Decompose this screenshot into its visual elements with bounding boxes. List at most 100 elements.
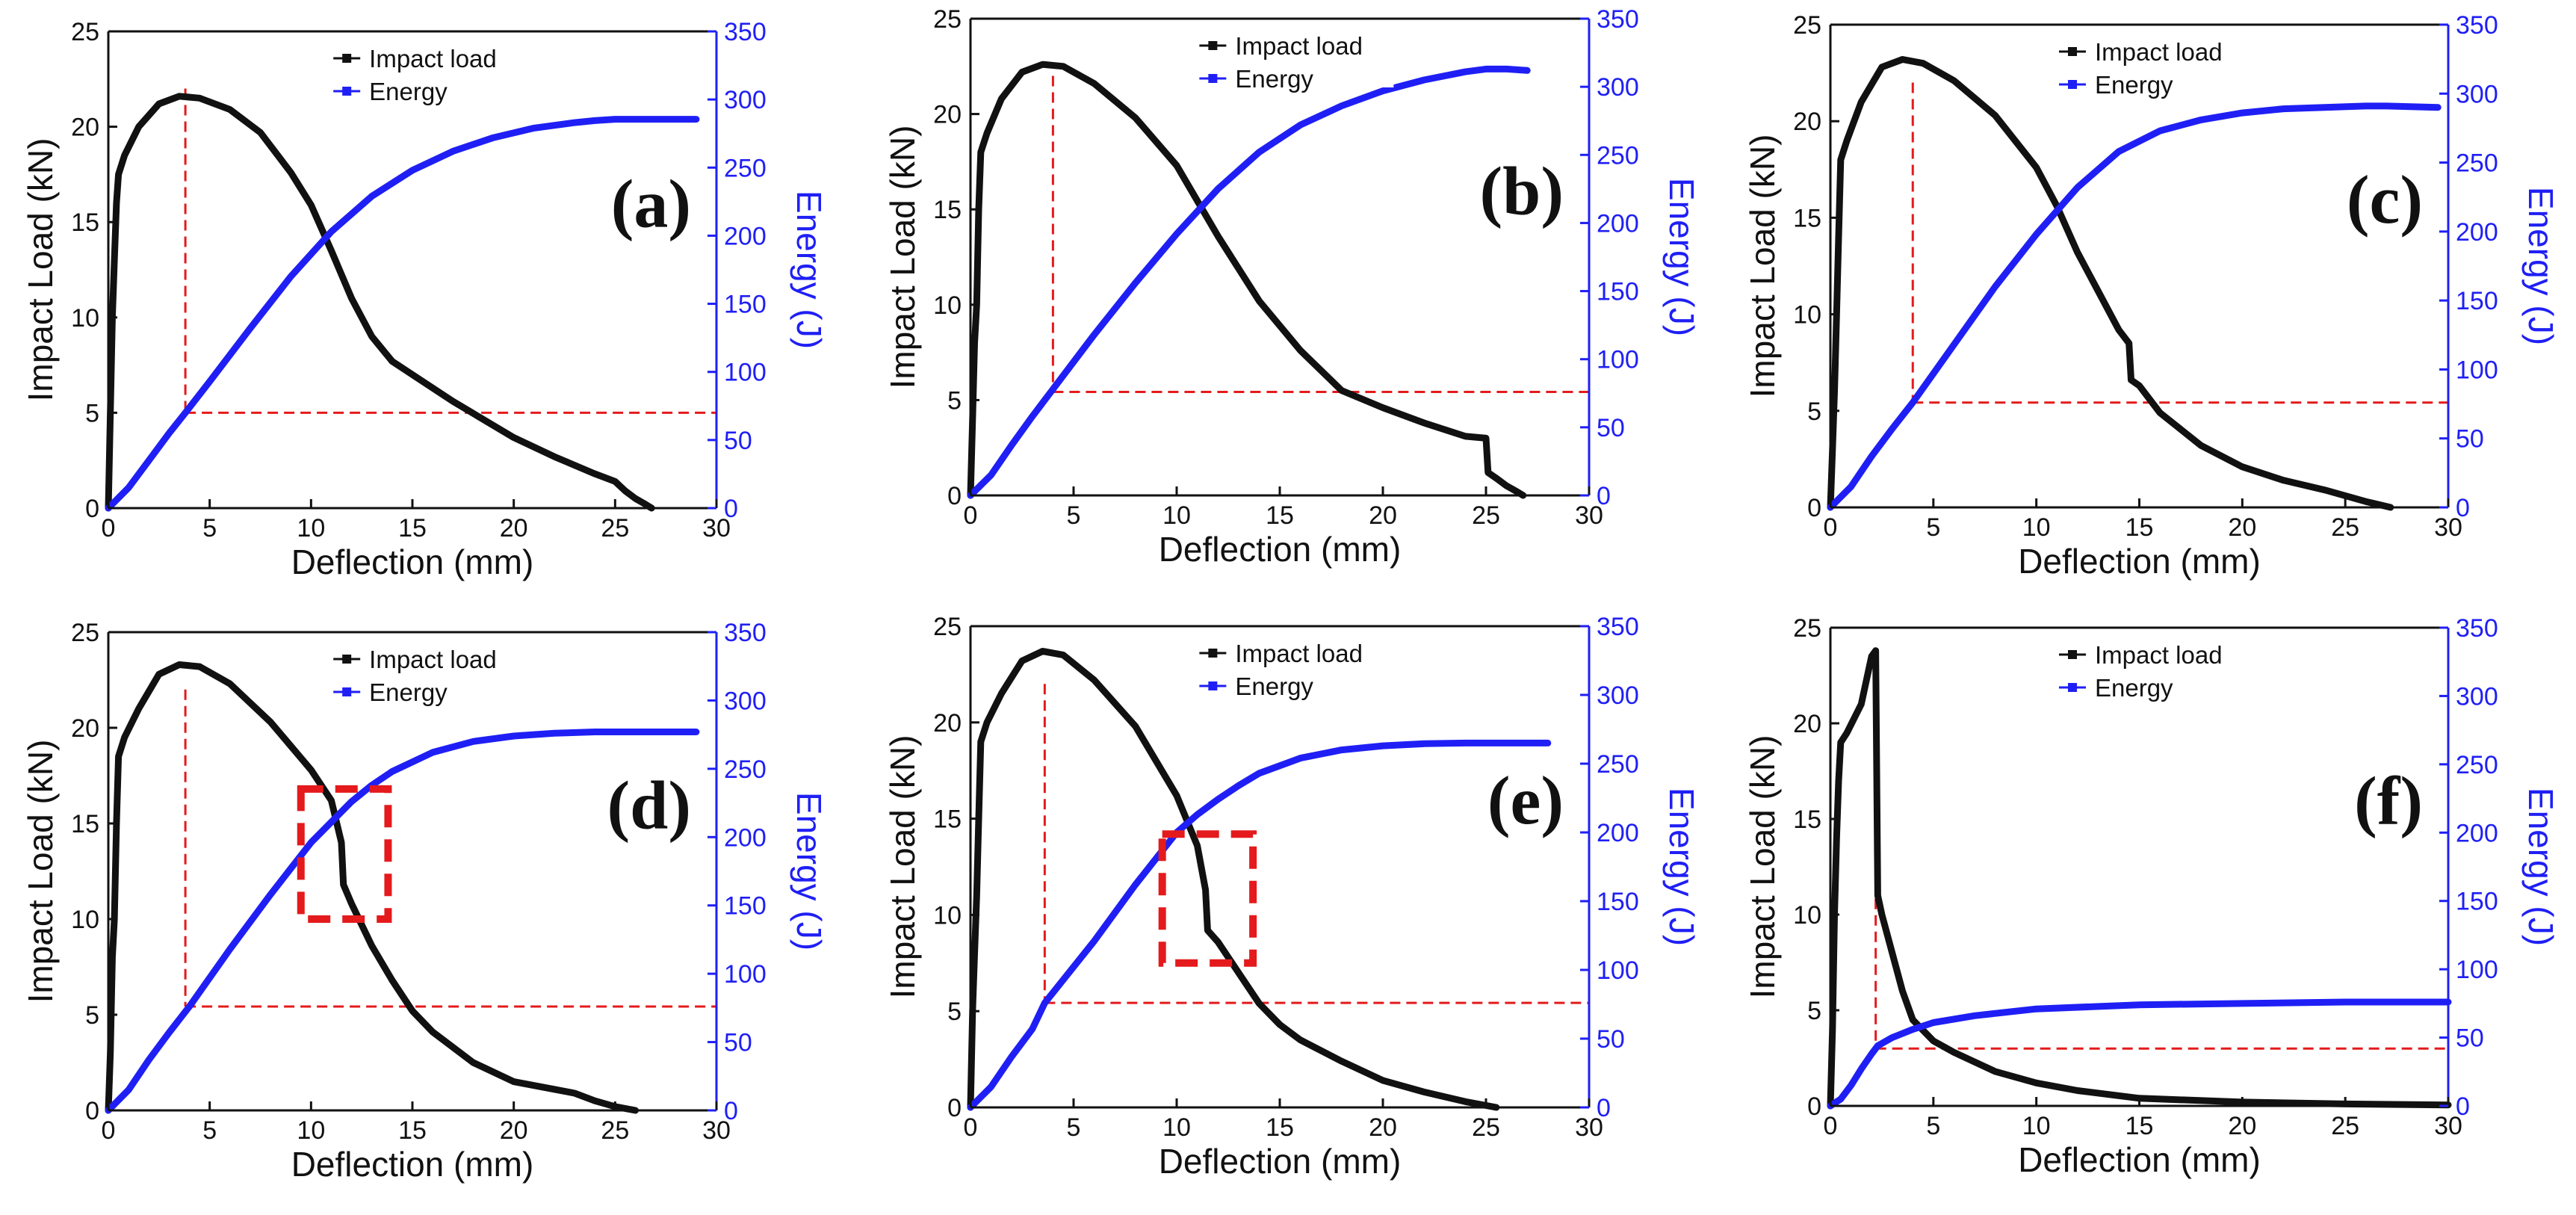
highlight-box bbox=[297, 785, 392, 924]
y-tick-label: 0 bbox=[947, 482, 962, 510]
legend-entry: Energy bbox=[1235, 65, 1313, 93]
y2-tick-label: 300 bbox=[2456, 80, 2498, 108]
y2-tick-label: 300 bbox=[1597, 681, 1639, 710]
panel-c: 0 5 10 15 20 25 300510152025050100150200250300… bbox=[1743, 11, 2560, 581]
x-tick-label: 20 bbox=[500, 514, 528, 542]
y2-tick-label: 50 bbox=[724, 427, 752, 455]
panel-label: (e) bbox=[1487, 762, 1564, 838]
impact-load-series bbox=[967, 61, 1527, 499]
y-tick-label: 25 bbox=[1793, 614, 1821, 643]
x-tick-label: 15 bbox=[1266, 501, 1294, 530]
y-tick-label: 5 bbox=[947, 386, 962, 415]
legend-swatch-marker bbox=[1208, 649, 1218, 658]
x-tick-label: 10 bbox=[297, 1116, 325, 1145]
x-tick-label: 0 bbox=[102, 1116, 116, 1145]
y2-axis-label: Energy (J) bbox=[790, 191, 829, 349]
y-tick-label: 0 bbox=[85, 495, 99, 523]
x-tick-label: 5 bbox=[202, 514, 217, 542]
x-tick-label: 5 bbox=[1067, 501, 1081, 530]
y-axis-label: Impact Load (kN) bbox=[21, 138, 60, 402]
impact-load-series bbox=[967, 648, 1500, 1111]
legend-swatch-marker bbox=[342, 655, 352, 664]
panel-label: (d) bbox=[607, 767, 691, 843]
legend-background bbox=[1192, 631, 1394, 695]
x-tick-label: 15 bbox=[2125, 513, 2154, 542]
x-tick-label: 20 bbox=[500, 1116, 528, 1145]
legend-entry: Impact load bbox=[2095, 641, 2223, 669]
y2-tick-label: 350 bbox=[724, 18, 767, 46]
panel-d: 0 5 10 15 20 25 300510152025050100150200250300… bbox=[21, 619, 829, 1184]
legend-background bbox=[2051, 29, 2253, 93]
energy-series bbox=[967, 739, 1552, 1111]
x-tick-label: 20 bbox=[1369, 1113, 1397, 1142]
x-axis-label: Deflection (mm) bbox=[2018, 542, 2261, 581]
y-axis-label: Impact Load (kN) bbox=[883, 126, 922, 389]
y-tick-label: 15 bbox=[71, 208, 99, 237]
y2-tick-label: 200 bbox=[724, 222, 767, 250]
x-tick-label: 20 bbox=[2228, 513, 2256, 542]
y2-tick-label: 250 bbox=[1597, 141, 1639, 170]
legend-swatch-marker bbox=[2067, 683, 2077, 692]
y-axis-label: Impact Load (kN) bbox=[1743, 735, 1782, 999]
legend-swatch-marker bbox=[1208, 41, 1218, 50]
energy-series bbox=[105, 116, 700, 512]
x-tick-label: 30 bbox=[702, 1116, 731, 1145]
impact-load-series bbox=[1827, 56, 2394, 511]
panel-label: (c) bbox=[2347, 161, 2423, 238]
legend-swatch-marker bbox=[2067, 47, 2077, 56]
legend-background bbox=[326, 36, 528, 100]
x-tick-label: 30 bbox=[702, 514, 731, 542]
legend-swatch-marker bbox=[342, 687, 352, 696]
legend-entry: Impact load bbox=[2095, 38, 2223, 66]
legend: Impact load Energy bbox=[1192, 23, 1394, 93]
x-tick-label: 25 bbox=[1472, 501, 1500, 530]
y2-tick-label: 100 bbox=[1597, 956, 1639, 985]
y2-tick-label: 50 bbox=[2456, 425, 2484, 454]
x-tick-label: 25 bbox=[601, 1116, 629, 1145]
legend-background bbox=[326, 637, 528, 701]
y-tick-label: 5 bbox=[85, 399, 99, 427]
y2-tick-label: 0 bbox=[724, 1097, 738, 1125]
y2-tick-label: 350 bbox=[724, 619, 767, 647]
y-tick-label: 20 bbox=[933, 101, 962, 129]
y2-tick-label: 300 bbox=[1597, 73, 1639, 102]
y-tick-label: 10 bbox=[933, 291, 962, 320]
x-tick-label: 10 bbox=[2022, 1112, 2051, 1140]
legend-entry: Impact load bbox=[1235, 32, 1363, 60]
y-tick-label: 20 bbox=[71, 714, 99, 743]
y2-axis-label: Energy (J) bbox=[790, 792, 829, 950]
x-axis-label: Deflection (mm) bbox=[1159, 1142, 1402, 1181]
x-tick-label: 25 bbox=[2331, 1112, 2359, 1140]
x-tick-label: 30 bbox=[1575, 501, 1603, 530]
y2-tick-label: 150 bbox=[724, 291, 767, 319]
x-tick-label: 15 bbox=[2125, 1112, 2154, 1140]
y2-tick-label: 0 bbox=[2456, 1092, 2470, 1121]
y-tick-label: 0 bbox=[85, 1097, 99, 1125]
x-tick-label: 0 bbox=[102, 514, 116, 542]
y-tick-label: 0 bbox=[1807, 494, 1821, 522]
panel-label: (a) bbox=[611, 166, 691, 242]
y2-tick-label: 150 bbox=[1597, 888, 1639, 916]
x-tick-label: 0 bbox=[964, 501, 978, 530]
y2-tick-label: 350 bbox=[2456, 614, 2498, 643]
legend-swatch-marker bbox=[2067, 80, 2077, 89]
x-tick-label: 5 bbox=[1926, 1112, 1940, 1140]
y2-tick-label: 100 bbox=[724, 359, 767, 387]
y2-tick-label: 250 bbox=[2456, 751, 2498, 779]
y-tick-label: 10 bbox=[1793, 901, 1821, 930]
legend-swatch-marker bbox=[342, 87, 352, 96]
y-tick-label: 5 bbox=[947, 998, 962, 1026]
panel-label: (f) bbox=[2354, 762, 2423, 838]
energy-series bbox=[1827, 998, 2452, 1110]
legend-entry: Energy bbox=[2095, 674, 2173, 702]
x-tick-label: 20 bbox=[1369, 501, 1397, 530]
y2-tick-label: 50 bbox=[1597, 1025, 1625, 1054]
legend-background bbox=[1192, 23, 1394, 87]
highlight-box bbox=[1158, 830, 1257, 967]
y2-tick-label: 200 bbox=[2456, 218, 2498, 247]
x-tick-label: 25 bbox=[2331, 513, 2359, 542]
y-tick-label: 25 bbox=[1793, 11, 1821, 40]
impact-load-series bbox=[1827, 647, 2452, 1110]
y-tick-label: 15 bbox=[933, 806, 962, 834]
